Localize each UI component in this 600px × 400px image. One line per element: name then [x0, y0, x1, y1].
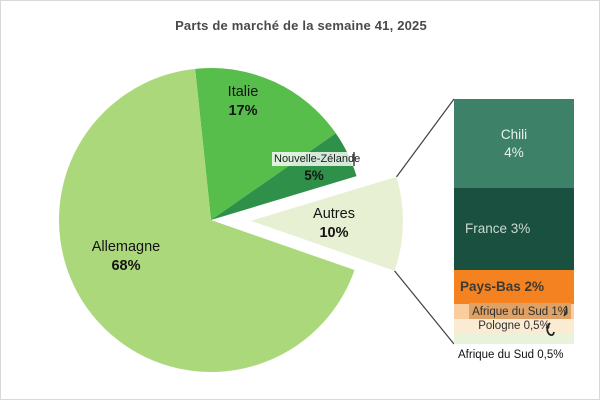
bar-segment-afrique-du-sud [454, 333, 574, 344]
connector-line [396, 98, 455, 178]
chart-title: Parts de marché de la semaine 41, 2025 [175, 18, 427, 33]
bar-outside-label: Afrique du Sud 0,5% [458, 349, 564, 361]
bar-segment-france: France 3% [454, 188, 574, 270]
bar-segment-pologne: Pologne 0,5% [454, 319, 574, 333]
slice-percent: 68% [111, 258, 141, 274]
slice-percent: 17% [228, 103, 258, 119]
bar-segment-label: Pays-Bas 2% [460, 279, 545, 294]
bar-of-pie: Chili 4% France 3% Pays-Bas 2% Afrique du Su… [454, 99, 574, 344]
slice-percent: 5% [304, 168, 324, 183]
slice-name: Italie [227, 84, 259, 100]
bar-segment-pays-bas: Pays-Bas 2% [454, 270, 574, 304]
bar-segment-chili: Chili 4% [454, 99, 574, 188]
slice-name: Nouvelle-Zélande [272, 152, 363, 166]
pie-label-italie: Italie 17% [193, 83, 293, 121]
slice-name: Allemagne [91, 239, 161, 255]
bar-segment-label: Afrique du Sud 1% [469, 302, 571, 321]
bar-segment-label: Pologne 0,5% [478, 320, 550, 332]
pie-label-autres: Autres 10% [284, 205, 384, 243]
bar-segment-label: France 3% [465, 221, 531, 236]
pie-label-allemagne: Allemagne 68% [56, 238, 196, 276]
connector-line [394, 270, 455, 345]
slice-percent: 10% [319, 225, 349, 241]
bar-segment-label: 4% [504, 144, 524, 160]
slice-name: Autres [313, 206, 355, 222]
bar-segment-afrique-du-sud: Afrique du Sud 1% [454, 302, 574, 321]
pie-label-nouvelle-zelande: Nouvelle-Zélande [272, 149, 363, 167]
bar-segment-label: Chili [500, 126, 528, 142]
